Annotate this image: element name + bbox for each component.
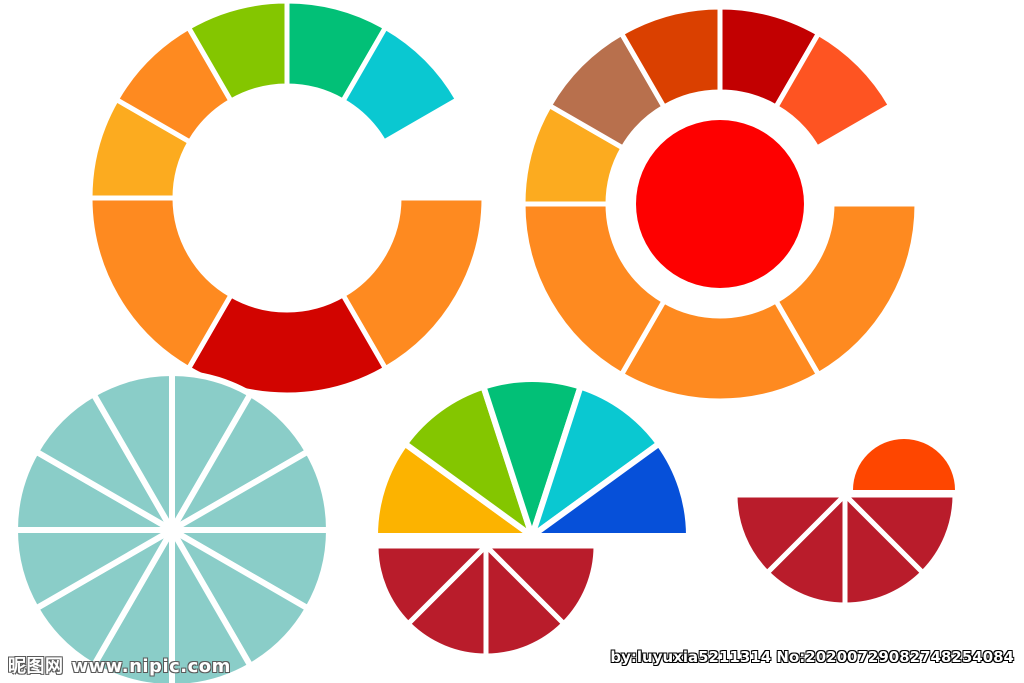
slice-green: [400, 382, 538, 544]
fan-slice: [763, 488, 848, 608]
segment-cyan: [339, 23, 462, 146]
watermark-brand: 昵图网: [8, 656, 64, 677]
fan-slice: [842, 488, 927, 608]
donut-wheel-2: [520, 4, 920, 404]
fan-upper: [371, 376, 693, 546]
fan-slice: [373, 543, 493, 628]
slice-cyan: [526, 382, 664, 544]
pie-slice: [169, 518, 255, 683]
donut-wheel-1: [87, 0, 487, 398]
fan-slice: [838, 492, 958, 577]
pie-slice: [160, 447, 333, 533]
small-fan-lower: [732, 488, 958, 608]
watermark-credit: by:luyuxia5211314 No:2020072908274825408…: [610, 648, 1014, 666]
watermark-left: 昵图网 www.nipic.com: [8, 652, 231, 678]
slice-yellow: [371, 439, 542, 539]
fan-slice: [732, 492, 852, 577]
small-semicircle: [853, 439, 955, 490]
watermark-site: www.nipic.com: [71, 656, 231, 677]
pie-wheel-twelve: [11, 369, 333, 683]
semicircle-shape: [853, 439, 955, 490]
fan-lower: [373, 539, 599, 659]
fan-slice: [483, 539, 568, 659]
slice-blue: [522, 439, 693, 539]
segment-tomato: [772, 29, 895, 152]
fan-slice: [479, 543, 599, 628]
fan-slice: [404, 539, 489, 659]
center-circle: [636, 120, 804, 288]
slice-teal-green: [479, 376, 585, 546]
